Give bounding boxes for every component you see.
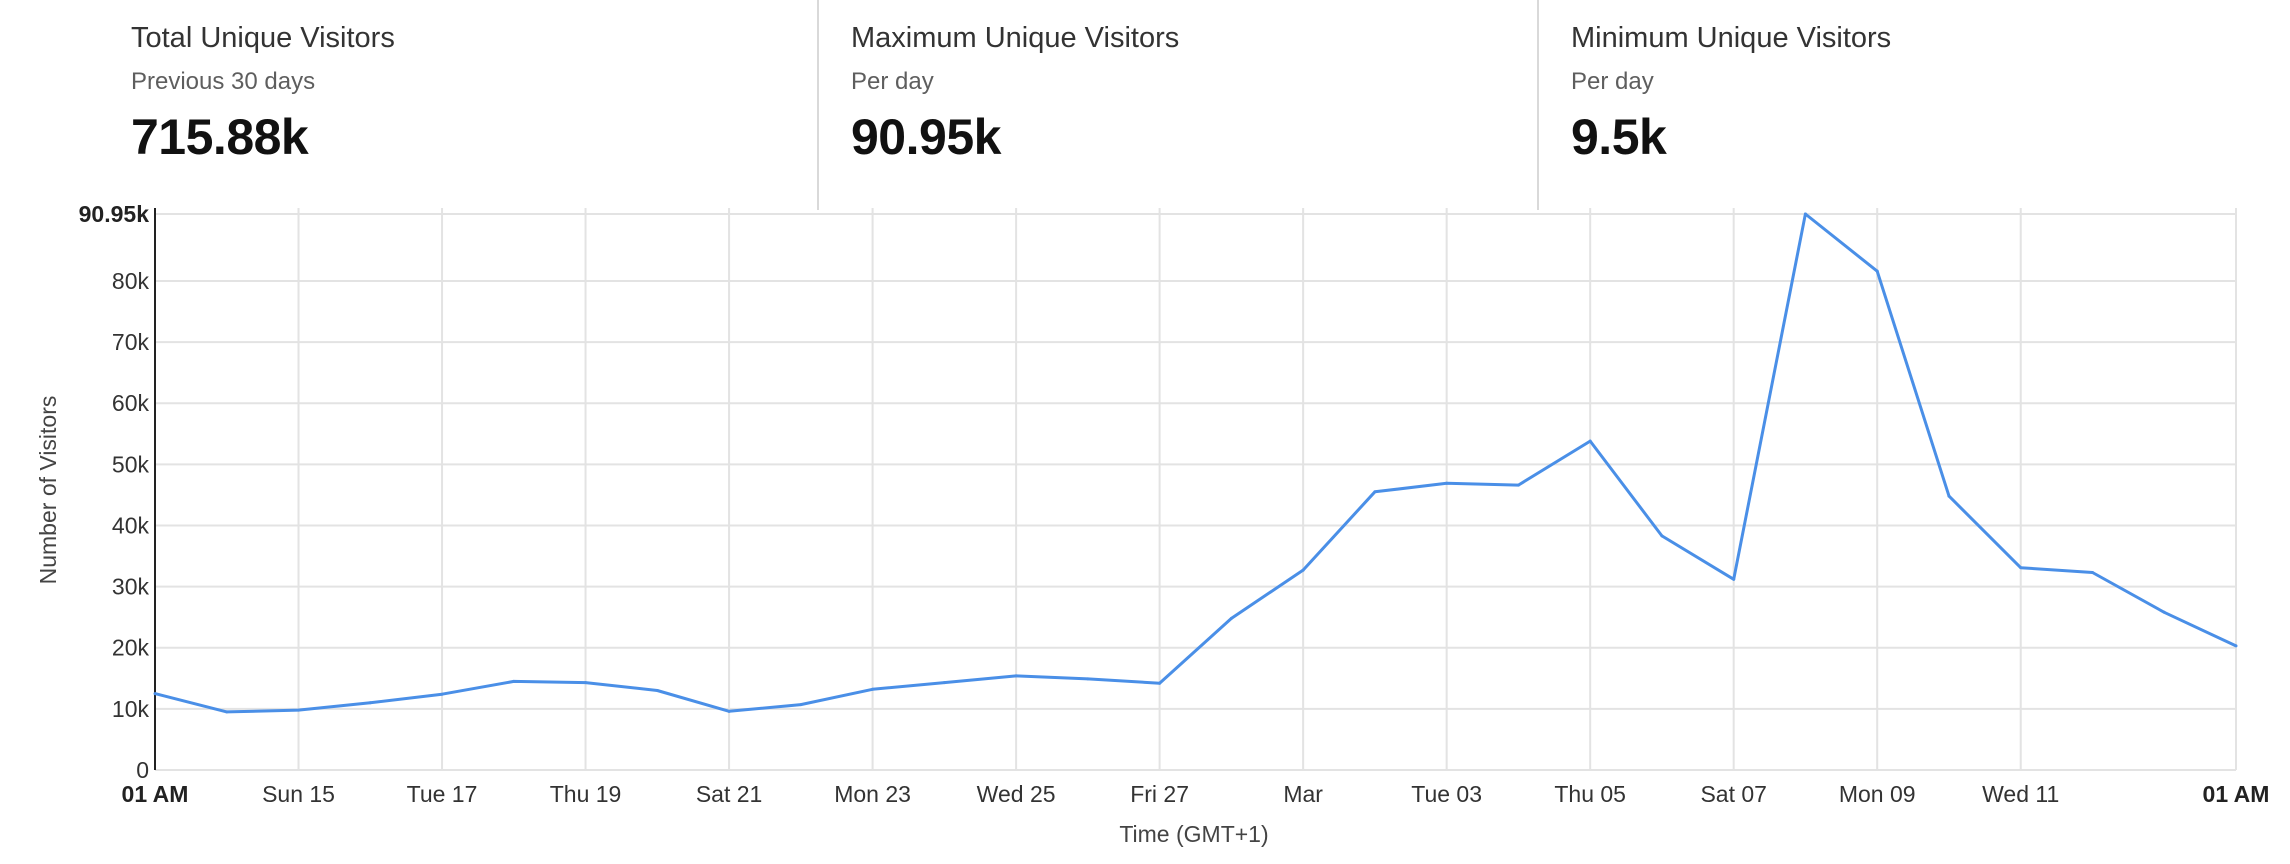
x-tick-label: Thu 19 (550, 781, 622, 807)
data-point (1875, 269, 1879, 273)
data-point (2019, 566, 2023, 570)
data-point (512, 679, 516, 683)
stat-subtitle: Previous 30 days (131, 68, 316, 95)
x-tick-label: Mar (1283, 781, 1323, 807)
data-point (2162, 610, 2166, 614)
data-point (655, 689, 659, 693)
y-tick-label: 80k (112, 268, 150, 294)
y-axis-title: Number of Visitors (35, 396, 61, 585)
stat-title: Maximum Unique Visitors (851, 22, 1180, 54)
chart-grid (155, 208, 2237, 771)
x-tick-label: Thu 05 (1554, 781, 1626, 807)
stat-value: 9.5k (1571, 109, 1667, 165)
x-tick-label: Tue 17 (407, 781, 478, 807)
data-point (1803, 212, 1807, 216)
data-point (942, 681, 946, 685)
x-tick-label: Wed 11 (1982, 781, 2059, 807)
data-point (1086, 677, 1090, 681)
data-point (584, 681, 588, 685)
y-tick-label: 20k (112, 635, 150, 661)
data-point (1660, 534, 1664, 538)
stat-divider (817, 0, 819, 210)
summary-stats: Total Unique Visitors Previous 30 days 7… (0, 0, 2290, 210)
stat-value: 715.88k (131, 109, 309, 165)
x-tick-label: 01 AM (122, 781, 189, 807)
data-point (1445, 481, 1449, 485)
x-tick-label: 01 AM (2203, 781, 2270, 807)
data-point (1014, 674, 1018, 678)
y-tick-label: 90.95k (79, 201, 150, 227)
data-point (297, 708, 301, 712)
y-tick-label: 50k (112, 451, 150, 477)
data-point (1158, 681, 1162, 685)
data-point (1229, 616, 1233, 620)
data-point (1947, 494, 1951, 498)
x-tick-label: Mon 23 (834, 781, 911, 807)
stat-title: Minimum Unique Visitors (1571, 22, 1892, 54)
series-line (154, 212, 2237, 714)
data-point (225, 710, 229, 714)
x-axis-ticks: 01 AM Sun 15 Tue 17 Thu 19 Sat 21 Mon 23 Wed 2… (122, 781, 2270, 807)
data-point (2090, 571, 2094, 575)
stat-subtitle: Per day (851, 68, 934, 95)
y-tick-label: 60k (112, 390, 150, 416)
x-tick-label: Sat 21 (696, 781, 763, 807)
visitors-line-chart: 0 10k 20k 30k 40k 50k 60k 70k 80k 90.95k 01 AM Sun… (35, 201, 2270, 847)
x-tick-label: Sun 15 (262, 781, 335, 807)
chart-series (153, 212, 2238, 714)
data-point (153, 692, 157, 696)
data-point (871, 687, 875, 691)
data-point (1301, 568, 1305, 572)
data-point (1732, 577, 1736, 581)
x-tick-label: Wed 25 (977, 781, 1056, 807)
y-tick-label: 0 (136, 757, 149, 783)
y-tick-label: 10k (112, 696, 150, 722)
x-tick-label: Fri 27 (1130, 781, 1189, 807)
y-tick-label: 70k (112, 329, 150, 355)
x-tick-label: Sat 07 (1700, 781, 1767, 807)
data-point (727, 709, 731, 713)
stat-value: 90.95k (851, 109, 1001, 165)
data-point (1516, 483, 1520, 487)
stat-divider (1537, 0, 1539, 210)
data-point (2234, 644, 2238, 648)
stat-subtitle: Per day (1571, 68, 1654, 95)
x-tick-label: Mon 09 (1839, 781, 1916, 807)
data-point (440, 692, 444, 696)
data-point (1373, 490, 1377, 494)
data-point (1588, 439, 1592, 443)
data-point (799, 703, 803, 707)
x-axis-title: Time (GMT+1) (1119, 821, 1268, 847)
y-tick-label: 30k (112, 574, 150, 600)
x-tick-label: Tue 03 (1411, 781, 1482, 807)
y-tick-label: 40k (112, 512, 150, 538)
y-axis-ticks: 0 10k 20k 30k 40k 50k 60k 70k 80k 90.95k (79, 201, 150, 783)
stat-title: Total Unique Visitors (131, 22, 395, 54)
data-point (368, 701, 372, 705)
